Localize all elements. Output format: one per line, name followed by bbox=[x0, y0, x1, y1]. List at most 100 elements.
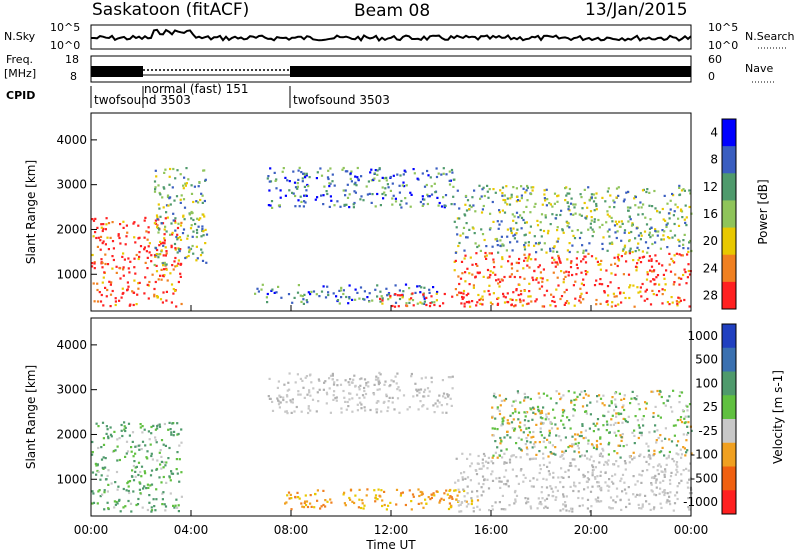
echo-cell bbox=[460, 291, 463, 294]
echo-cell bbox=[169, 272, 172, 275]
echo-cell bbox=[539, 416, 542, 419]
echo-cell bbox=[430, 381, 433, 384]
echo-cell bbox=[448, 496, 451, 500]
echo-cell bbox=[589, 226, 592, 229]
echo-cell bbox=[460, 472, 463, 475]
echo-cell bbox=[635, 398, 638, 401]
echo-cell bbox=[572, 203, 575, 206]
echo-cell bbox=[673, 254, 676, 257]
echo-cell bbox=[132, 291, 136, 294]
echo-cell bbox=[524, 233, 527, 236]
echo-cell bbox=[675, 491, 679, 494]
echo-cell bbox=[564, 505, 567, 508]
echo-cell bbox=[620, 477, 623, 480]
echo-cell bbox=[499, 486, 502, 489]
echo-cell bbox=[641, 469, 644, 473]
echo-cell bbox=[163, 503, 166, 506]
echo-cell bbox=[354, 288, 357, 291]
echo-cell bbox=[387, 400, 390, 403]
echo-cell bbox=[614, 421, 617, 425]
echo-cell bbox=[639, 290, 642, 293]
echo-cell bbox=[670, 440, 674, 443]
echo-cell bbox=[147, 430, 150, 433]
echo-cell bbox=[555, 402, 558, 405]
echo-cell bbox=[532, 485, 535, 488]
echo-cell bbox=[628, 239, 631, 243]
echo-cell bbox=[601, 223, 604, 226]
echo-cell bbox=[445, 411, 448, 414]
echo-cell bbox=[151, 273, 154, 276]
echo-cell bbox=[636, 246, 639, 249]
echo-cell bbox=[297, 284, 300, 287]
echo-cell bbox=[673, 261, 676, 264]
echo-cell bbox=[583, 188, 586, 191]
echo-cell bbox=[121, 255, 124, 258]
echo-cell bbox=[656, 429, 659, 432]
echo-cell bbox=[139, 426, 142, 429]
echo-cell bbox=[648, 233, 651, 236]
echo-cell bbox=[402, 173, 405, 176]
echo-cell bbox=[296, 187, 299, 190]
echo-cell bbox=[611, 242, 614, 245]
echo-cell bbox=[426, 202, 429, 206]
echo-cell bbox=[192, 218, 195, 222]
echo-cell bbox=[649, 457, 652, 460]
colorbar-swatch bbox=[722, 324, 736, 349]
echo-cell bbox=[157, 184, 160, 187]
echo-cell bbox=[304, 503, 308, 507]
echo-cell bbox=[654, 481, 657, 484]
echo-cell bbox=[672, 389, 675, 392]
echo-cell bbox=[122, 268, 125, 271]
echo-cell bbox=[504, 199, 507, 202]
echo-cell bbox=[378, 379, 381, 382]
echo-cell bbox=[563, 409, 566, 412]
echo-cell bbox=[559, 398, 562, 401]
echo-cell bbox=[122, 226, 125, 229]
echo-cell bbox=[371, 299, 374, 302]
echo-cell bbox=[440, 404, 443, 407]
echo-cell bbox=[374, 288, 377, 291]
echo-cell bbox=[540, 285, 544, 288]
echo-cell bbox=[595, 208, 598, 211]
freq-label-2: [MHz] bbox=[4, 67, 36, 80]
echo-cell bbox=[391, 203, 394, 206]
echo-cell bbox=[539, 501, 542, 504]
echo-cell bbox=[566, 258, 569, 261]
echo-cell bbox=[636, 262, 639, 265]
echo-cell bbox=[108, 280, 111, 283]
echo-cell bbox=[615, 196, 618, 199]
colorbar-tick-label: 28 bbox=[703, 288, 718, 302]
echo-cell bbox=[169, 479, 172, 482]
echo-cell bbox=[487, 461, 490, 464]
cpid-seg-1: twofsound 3503 bbox=[94, 93, 191, 107]
echo-cell bbox=[649, 455, 652, 458]
echo-cell bbox=[136, 503, 140, 506]
echo-cell bbox=[566, 201, 569, 204]
echo-cell bbox=[316, 489, 319, 492]
echo-cell bbox=[353, 374, 356, 377]
echo-cell bbox=[97, 470, 100, 473]
echo-cell bbox=[387, 406, 390, 409]
echo-cell bbox=[528, 282, 531, 285]
echo-cell bbox=[374, 500, 377, 503]
echo-cell bbox=[538, 287, 541, 290]
echo-cell bbox=[686, 405, 689, 408]
echo-cell bbox=[134, 452, 137, 455]
echo-cell bbox=[543, 499, 547, 502]
echo-cell bbox=[180, 471, 183, 474]
echo-cell bbox=[326, 192, 329, 196]
echo-cell bbox=[163, 274, 166, 277]
colorbar-tick-label: -100 bbox=[691, 448, 718, 462]
echo-cell bbox=[336, 200, 339, 203]
echo-cell bbox=[610, 480, 614, 483]
echo-cell bbox=[505, 461, 508, 464]
echo-cell bbox=[678, 297, 681, 300]
echo-cell bbox=[655, 260, 658, 263]
echo-cell bbox=[611, 301, 614, 304]
echo-cell bbox=[182, 214, 185, 217]
echo-cell bbox=[308, 391, 311, 394]
echo-cell bbox=[523, 259, 526, 262]
echo-cell bbox=[554, 217, 557, 220]
echo-cell bbox=[519, 289, 523, 293]
echo-cell bbox=[481, 188, 484, 191]
